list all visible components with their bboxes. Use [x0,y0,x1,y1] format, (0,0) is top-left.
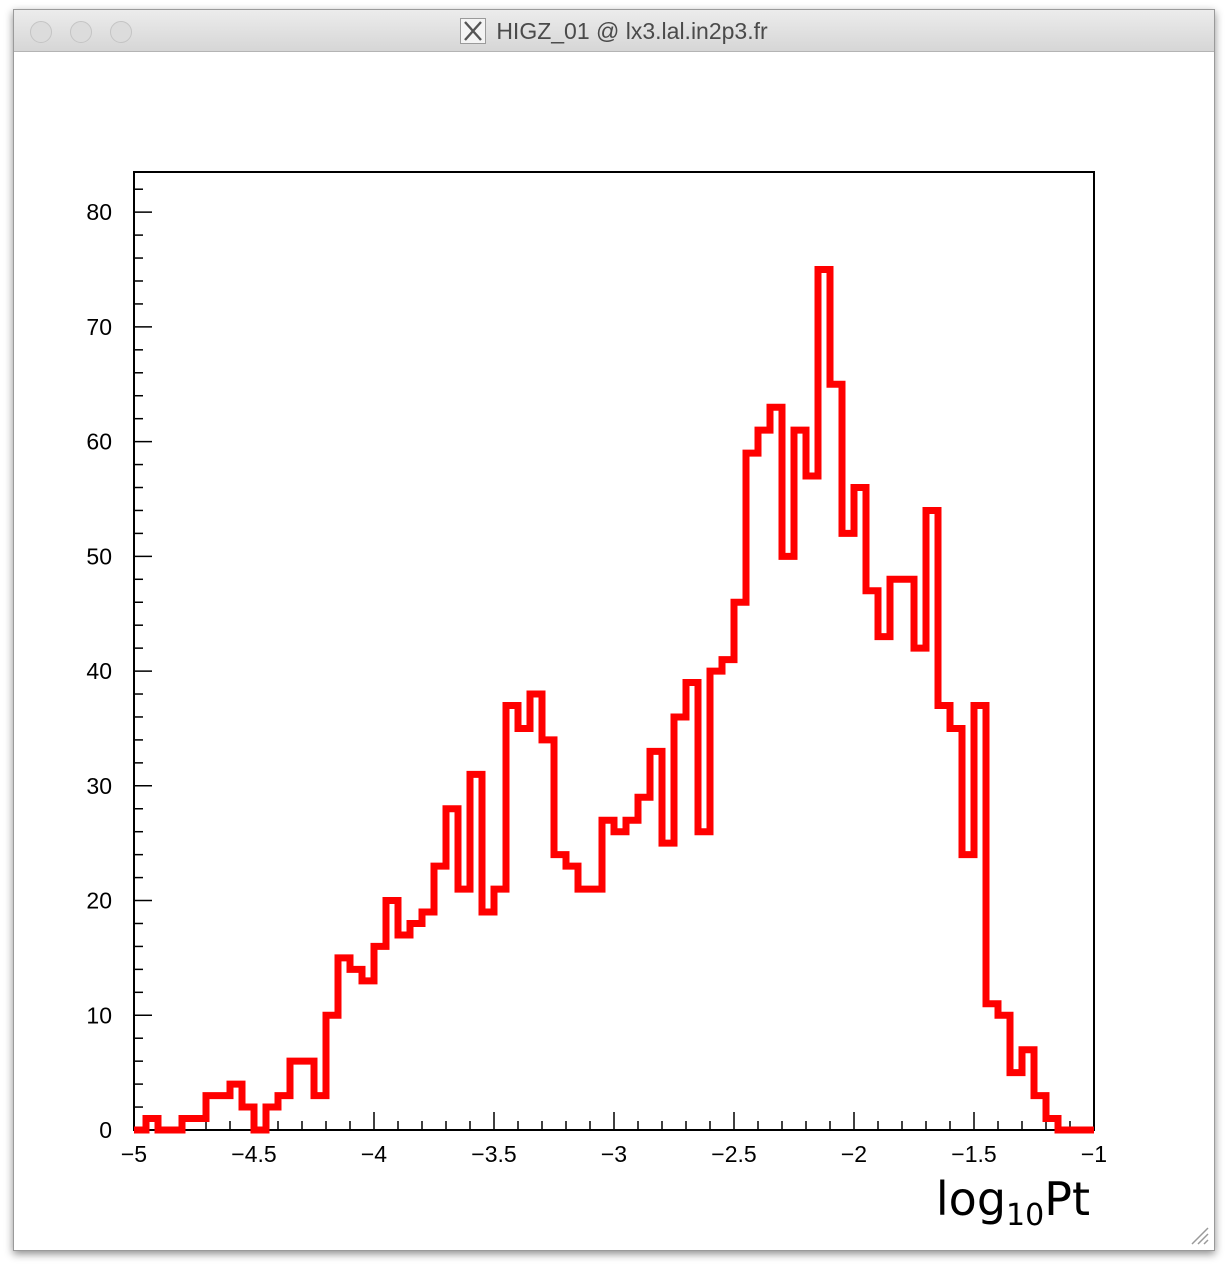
x-axis-label: log10Pt [936,1172,1090,1233]
y-tick-label: 30 [86,773,112,799]
x-tick-label: −4 [361,1141,387,1167]
zoom-button[interactable] [110,21,132,43]
x-tick-label: −5 [121,1141,147,1167]
y-tick-label: 80 [86,199,112,225]
y-tick-label: 10 [86,1002,112,1028]
x-tick-label: −3 [601,1141,627,1167]
y-tick-label: 40 [86,658,112,684]
y-tick-label: 70 [86,314,112,340]
y-tick-label: 50 [86,543,112,569]
x-tick-label: −1.5 [951,1141,996,1167]
close-button[interactable] [30,21,52,43]
resize-grip-icon[interactable] [1186,1222,1210,1246]
y-tick-label: 0 [99,1117,112,1143]
title-bar[interactable]: HIGZ_01 @ lx3.lal.in2p3.fr [14,10,1214,52]
y-tick-label: 60 [86,429,112,455]
x11-icon [460,18,487,44]
minimize-button[interactable] [70,21,92,43]
x-axis-ticks: −5 −4.5 −4 −3.5 −3 −2.5 −2 −1.5 −1 [121,1112,1107,1167]
plot-window: HIGZ_01 @ lx3.lal.in2p3.fr 0 10 20 30 40 50 60… [13,9,1215,1251]
plot-frame [133,171,1095,1131]
x-tick-label: −4.5 [231,1141,276,1167]
histogram-plot: 0 10 20 30 40 50 60 70 80 −5 −4.5 −4 −3.5 −3 −2.5 −2 −1… [86,171,1107,1233]
window-title: HIGZ_01 @ lx3.lal.in2p3.fr [496,17,768,44]
histogram-line [134,266,1094,1134]
x-tick-label: −3.5 [471,1141,516,1167]
y-axis-ticks: 0 10 20 30 40 50 60 70 80 [86,188,152,1143]
x-tick-label: −2 [841,1141,867,1167]
x-tick-label: −2.5 [711,1141,756,1167]
x-tick-label: −1 [1081,1141,1107,1167]
y-tick-label: 20 [86,888,112,914]
